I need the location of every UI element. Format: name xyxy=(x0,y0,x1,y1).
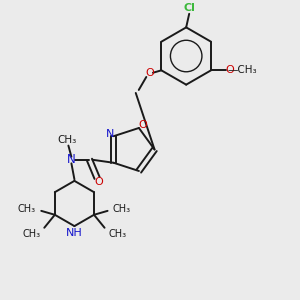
Text: CH₃: CH₃ xyxy=(57,135,76,145)
Text: CH₃: CH₃ xyxy=(22,229,40,239)
Text: O: O xyxy=(225,65,234,75)
Text: CH₃: CH₃ xyxy=(18,204,36,214)
Text: O: O xyxy=(145,68,154,78)
Text: Cl: Cl xyxy=(183,3,195,13)
Text: —CH₃: —CH₃ xyxy=(228,65,257,75)
Text: CH₃: CH₃ xyxy=(113,204,131,214)
Text: O: O xyxy=(138,120,147,130)
Text: CH₃: CH₃ xyxy=(109,229,127,239)
Text: O: O xyxy=(94,177,103,187)
Text: NH: NH xyxy=(66,228,83,238)
Text: N: N xyxy=(106,129,114,139)
Text: N: N xyxy=(67,153,76,166)
